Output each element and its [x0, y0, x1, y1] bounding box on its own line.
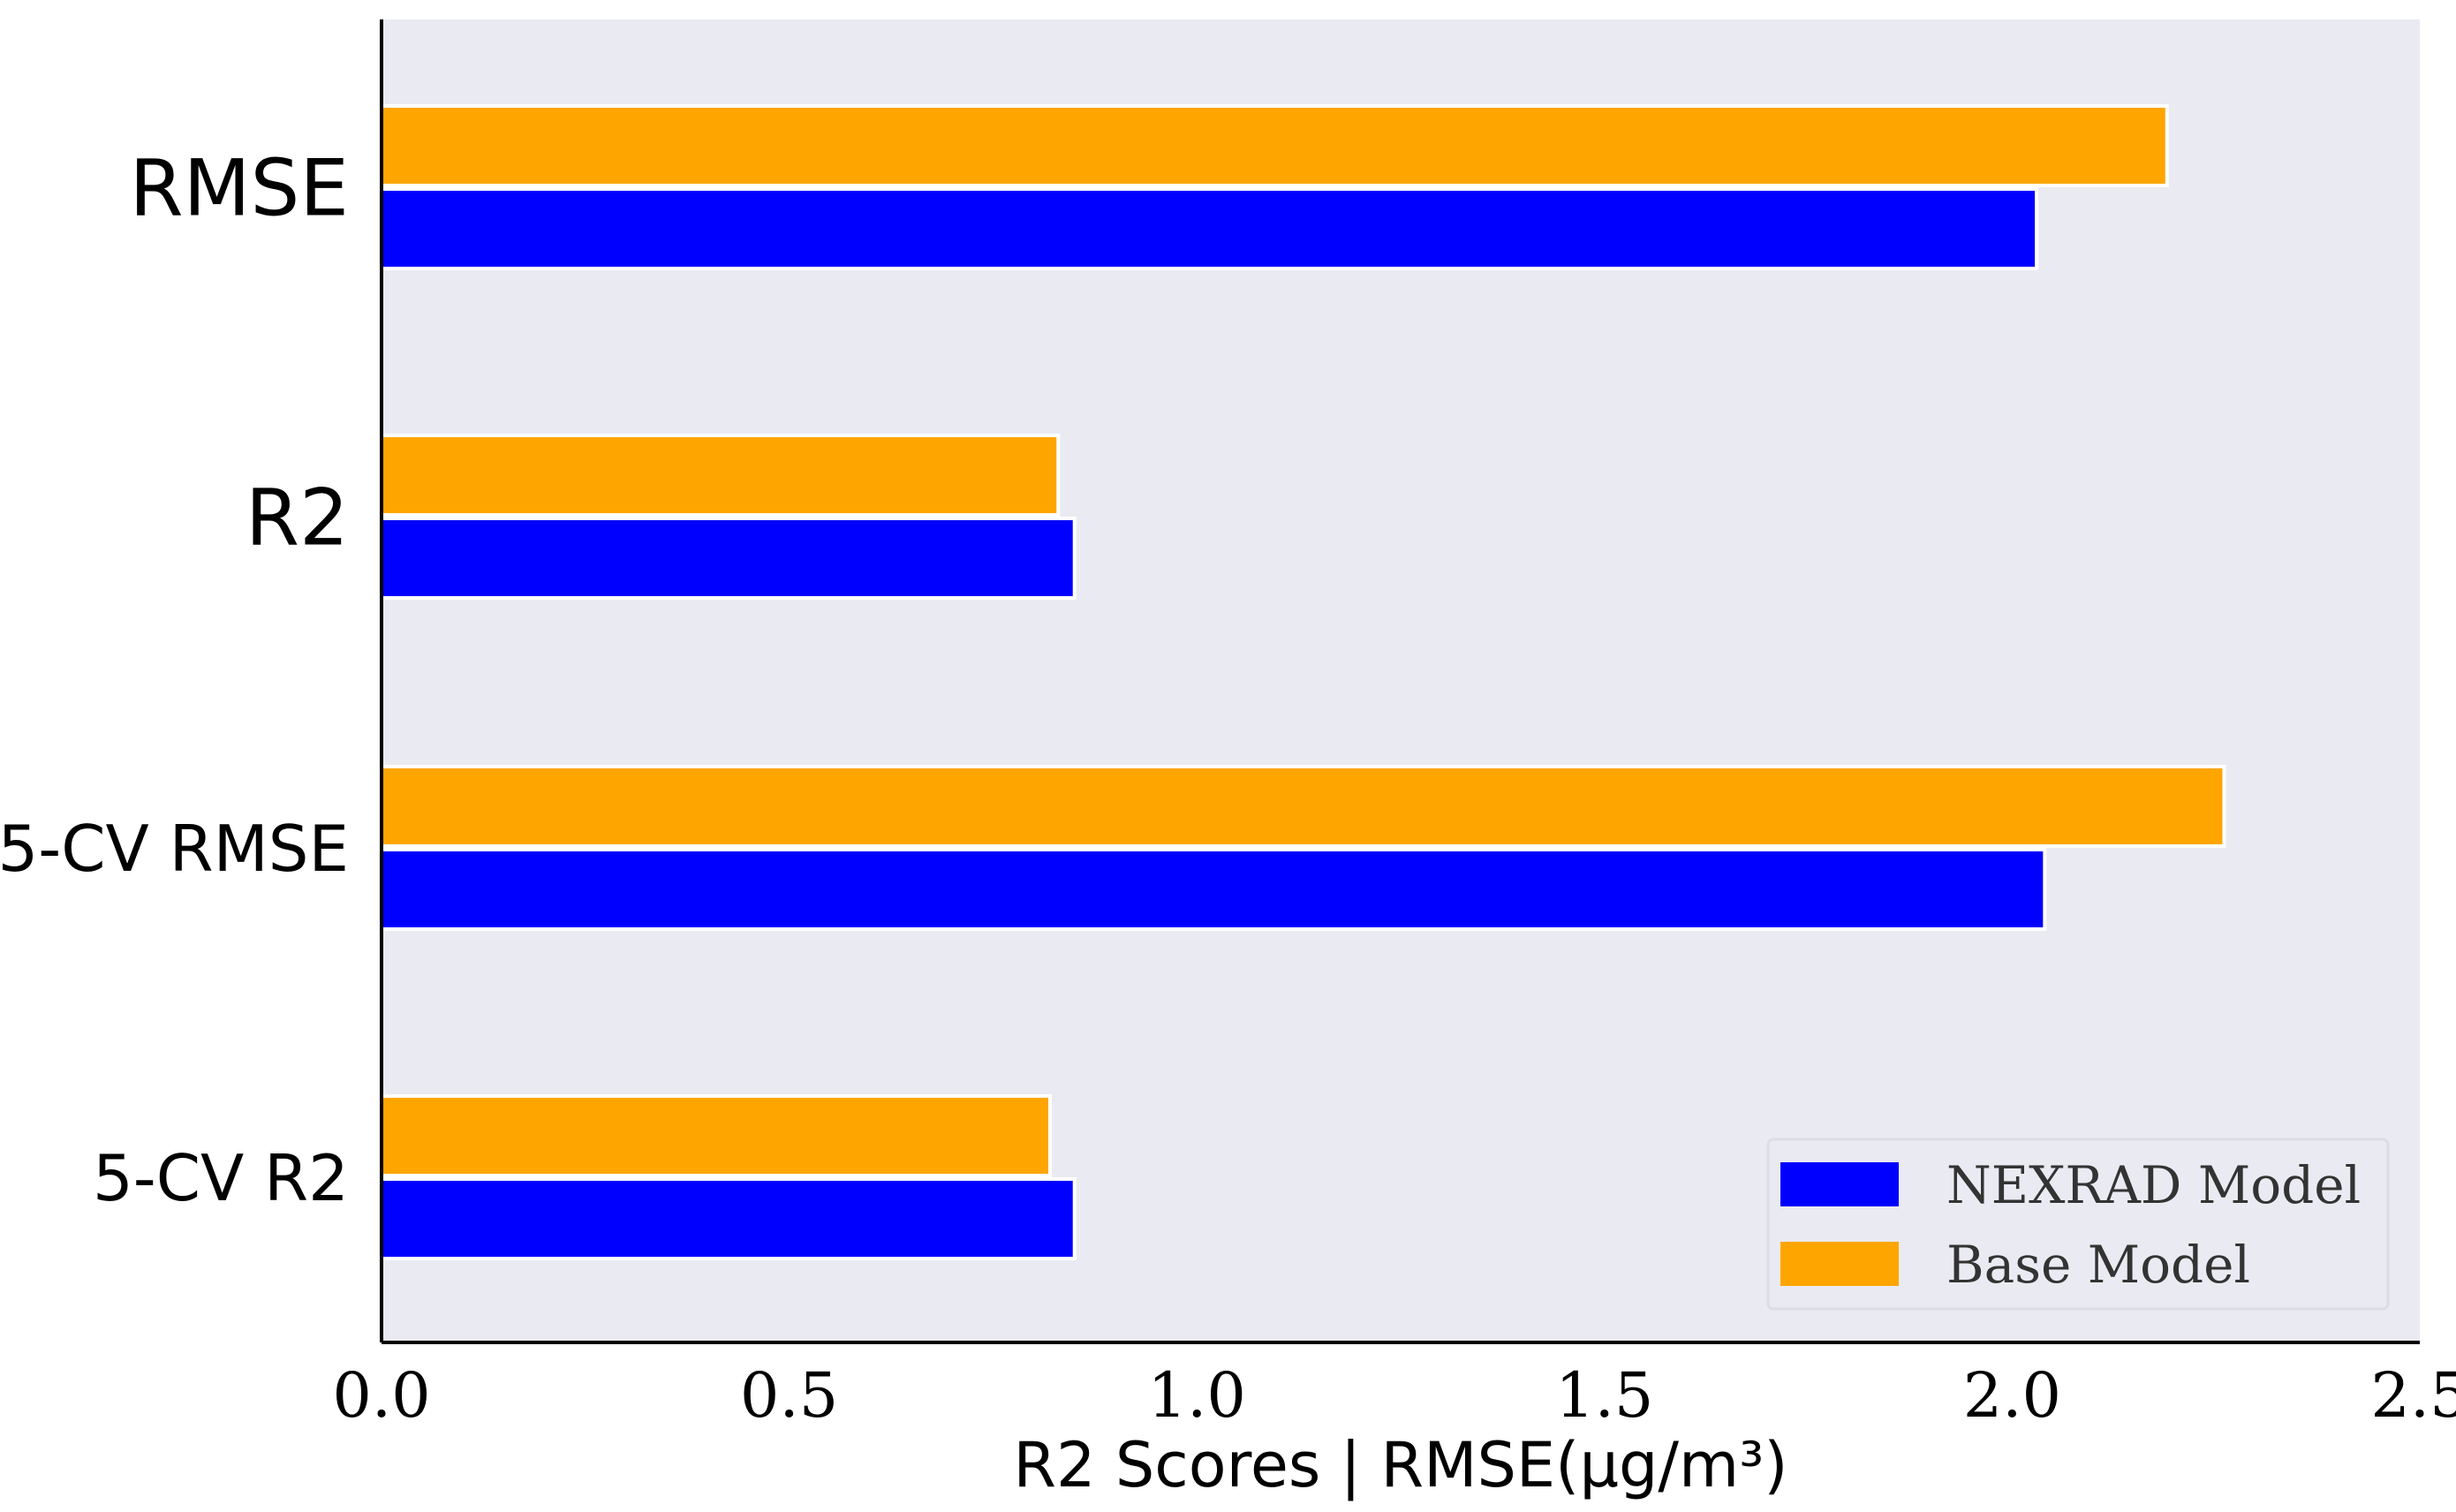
bar-nexrad-5-cv-r2 [380, 1177, 1077, 1260]
bar-nexrad-5-cv-rmse [380, 848, 2047, 931]
x-tick-label: 0.5 [740, 1359, 838, 1432]
category-label: R2 [246, 472, 349, 563]
x-tick-label: 1.0 [1148, 1359, 1246, 1432]
legend-box [1766, 1138, 2390, 1311]
category-labels: RMSE R2 5-CV RMSE 5-CV R2 [0, 143, 349, 1215]
x-tick-label: 1.5 [1555, 1359, 1653, 1432]
bar-nexrad-rmse [380, 187, 2039, 270]
x-axis-label: R2 Scores | RMSE(µg/m³) [1013, 1429, 1787, 1501]
legend-label-nexrad: NEXRAD Model [1946, 1155, 2361, 1215]
bar-base-5-cv-r2 [380, 1094, 1053, 1177]
category-label: RMSE [129, 143, 349, 234]
bar-base-5-cv-rmse [380, 765, 2226, 848]
bars-group [380, 104, 2226, 1260]
legend-swatch-base [1780, 1242, 1899, 1286]
bar-base-r2 [380, 434, 1061, 517]
x-tick-label: 2.0 [1963, 1359, 2061, 1432]
category-label: 5-CV R2 [93, 1141, 349, 1215]
x-tick-label: 2.5 [2370, 1359, 2456, 1432]
x-tick-labels: 0.0 0.5 1.0 1.5 2.0 2.5 [332, 1359, 2456, 1432]
legend: NEXRAD Model Base Model [1766, 1138, 2390, 1311]
x-tick-label: 0.0 [332, 1359, 430, 1432]
bar-base-rmse [380, 104, 2169, 187]
category-label: 5-CV RMSE [0, 812, 349, 886]
bar-nexrad-r2 [380, 517, 1077, 600]
legend-swatch-nexrad [1780, 1162, 1899, 1206]
legend-label-base: Base Model [1946, 1235, 2250, 1295]
